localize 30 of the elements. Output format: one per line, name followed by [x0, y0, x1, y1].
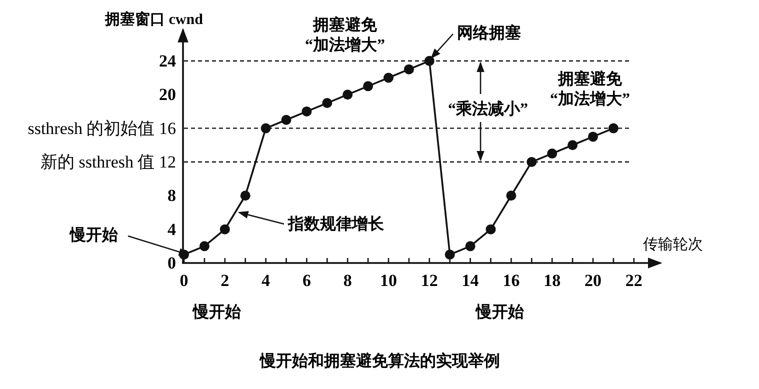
x-tick-label: 0 — [180, 271, 188, 290]
annotation: 拥塞避免 “加法增大” — [550, 69, 630, 108]
x-tick-label: 22 — [625, 271, 642, 290]
x-tick-label: 2 — [220, 271, 230, 290]
x-tick-label: 4 — [262, 271, 271, 290]
annotation: 慢开始 — [69, 226, 119, 244]
x-axis-title: 传输轮次 — [643, 236, 703, 253]
y-tick-label: 0 — [168, 254, 176, 272]
y-tick-label: 20 — [159, 85, 176, 104]
annotation: 拥塞避免 “加法增大” — [305, 15, 385, 54]
x-tick-label: 8 — [343, 271, 352, 290]
y-tick-label: 24 — [159, 51, 176, 70]
x-tick-label: 12 — [420, 271, 438, 290]
x-tick-label: 20 — [584, 271, 602, 290]
y-tick-label: 新的 ssthresh 值 12 — [40, 152, 176, 172]
x-tick-label: 16 — [502, 271, 520, 290]
x-tick-label: 6 — [302, 271, 311, 290]
text: 慢开始 — [475, 303, 525, 321]
y-tick-label: ssthresh 的初始值 16 — [28, 118, 176, 138]
y-tick-label: 8 — [168, 186, 176, 206]
annotation: 指数规律增长 — [287, 215, 385, 233]
text: 慢开始 — [192, 303, 242, 321]
x-tick-label: 18 — [544, 271, 561, 290]
annotation: 网络拥塞 — [457, 23, 521, 42]
y-tick-label: 4 — [168, 220, 176, 239]
y-axis-title: 拥塞窗口 cwnd — [104, 10, 204, 28]
text: 慢开始和拥塞避免算法的实现举例 — [259, 351, 500, 370]
annotation: “乘法减小” — [448, 100, 528, 118]
x-tick-label: 14 — [462, 271, 480, 290]
x-tick-label: 10 — [380, 271, 397, 290]
